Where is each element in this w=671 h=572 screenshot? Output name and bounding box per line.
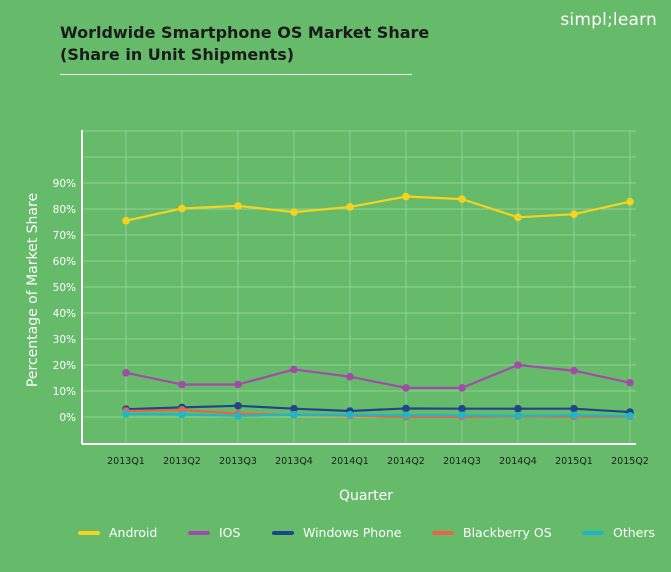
x-tick-label: 2015Q2: [611, 456, 649, 467]
series-ios: [122, 361, 634, 392]
legend-swatch: [272, 530, 294, 535]
title-divider: [60, 74, 412, 75]
data-point-ios: [458, 384, 466, 392]
data-point-ios: [290, 365, 298, 374]
x-tick-label: 2013Q4: [275, 456, 313, 467]
data-point-android: [122, 216, 130, 225]
y-tick-label: 20%: [53, 360, 76, 372]
series-line-android: [125, 195, 631, 222]
data-point-android: [346, 203, 354, 211]
x-tick-label: 2013Q2: [163, 456, 201, 467]
data-point-others: [346, 410, 354, 419]
data-point-others: [402, 411, 410, 419]
legend-label: Blackberry OS: [463, 525, 552, 540]
legend-label: IOS: [219, 525, 241, 540]
data-point-android: [626, 197, 634, 206]
data-point-others: [234, 412, 242, 420]
data-point-others: [514, 411, 522, 420]
series-android: [122, 192, 634, 225]
legend-swatch: [188, 530, 210, 535]
data-point-windows-phone: [234, 402, 242, 410]
axes: [81, 130, 636, 445]
data-point-ios: [234, 380, 242, 389]
data-point-android: [458, 195, 466, 203]
data-point-windows-phone: [290, 404, 298, 413]
legend-label: Others: [613, 525, 656, 540]
data-point-others: [626, 412, 634, 420]
y-tick-label: 80%: [53, 204, 76, 216]
data-point-windows-phone: [458, 404, 466, 413]
x-tick-label: 2014Q3: [443, 456, 481, 467]
series-others: [122, 410, 634, 420]
data-point-android: [234, 202, 242, 210]
data-point-ios: [122, 369, 130, 377]
y-tick-label: 10%: [53, 386, 76, 398]
data-point-others: [122, 410, 130, 418]
data-point-others: [290, 410, 298, 419]
y-tick-label: 0%: [59, 412, 76, 424]
brand-logo: simpl;learn: [560, 10, 657, 30]
x-tick-label: 2015Q1: [555, 456, 593, 467]
chart-title-line2: (Share in Unit Shipments): [60, 45, 295, 64]
x-axis-label: Quarter: [339, 488, 393, 504]
series-line-others: [125, 412, 631, 418]
legend-label: Windows Phone: [303, 525, 402, 540]
data-point-android: [290, 208, 298, 216]
data-point-ios: [626, 378, 634, 387]
y-axis-label: Percentage of Market Share: [25, 193, 41, 387]
legend-item-windows-phone: Windows Phone: [272, 525, 402, 540]
data-point-ios: [402, 384, 410, 392]
data-point-ios: [514, 361, 522, 369]
data-point-others: [458, 411, 466, 419]
data-point-android: [178, 204, 186, 213]
data-point-ios: [178, 380, 186, 389]
legend-item-android: Android: [78, 525, 157, 540]
data-point-android: [514, 213, 522, 222]
y-tick-label: 50%: [53, 282, 76, 294]
legend-label: Android: [109, 525, 158, 540]
series-group: [122, 192, 634, 421]
legend-swatch: [78, 530, 100, 535]
data-point-ios: [346, 372, 354, 381]
data-point-windows-phone: [514, 404, 522, 413]
chart-title: Worldwide Smartphone OS Market Share (Sh…: [60, 22, 440, 66]
legend-swatch: [582, 530, 604, 535]
x-tick-label: 2013Q1: [107, 456, 145, 467]
series-line-ios: [125, 363, 631, 389]
data-point-android: [402, 192, 410, 201]
x-tick-label: 2014Q2: [387, 456, 425, 467]
data-point-windows-phone: [402, 404, 410, 413]
data-point-others: [178, 410, 186, 419]
x-tick-label: 2014Q4: [499, 456, 537, 467]
data-point-android: [570, 210, 578, 218]
y-tick-labels: 0% 10% 20% 30% 40% 50% 60% 70% 80% 90%: [53, 178, 76, 424]
x-tick-labels: 2013Q1 2013Q2 2013Q3 2013Q4 2014Q1 2014Q2 2014…: [107, 456, 649, 467]
legend: Android IOS Windows Phone Blackberry OS Othe…: [0, 525, 671, 547]
chart-title-line1: Worldwide Smartphone OS Market Share: [60, 23, 430, 42]
series-line-windows-phone: [125, 404, 631, 414]
x-tick-label: 2013Q3: [219, 456, 257, 467]
y-tick-label: 60%: [53, 256, 76, 268]
x-tick-label: 2014Q1: [331, 456, 369, 467]
legend-swatch: [432, 530, 454, 535]
y-tick-label: 30%: [53, 334, 76, 346]
legend-item-others: Others: [582, 525, 655, 540]
data-point-ios: [570, 366, 578, 375]
legend-item-blackberry-os: Blackberry OS: [432, 525, 552, 540]
data-point-others: [570, 411, 578, 419]
y-tick-label: 90%: [53, 178, 76, 190]
data-point-windows-phone: [570, 404, 578, 413]
y-tick-label: 40%: [53, 308, 76, 320]
y-tick-label: 70%: [53, 230, 76, 242]
grid-lines: [82, 130, 636, 444]
legend-item-ios: IOS: [188, 525, 240, 540]
